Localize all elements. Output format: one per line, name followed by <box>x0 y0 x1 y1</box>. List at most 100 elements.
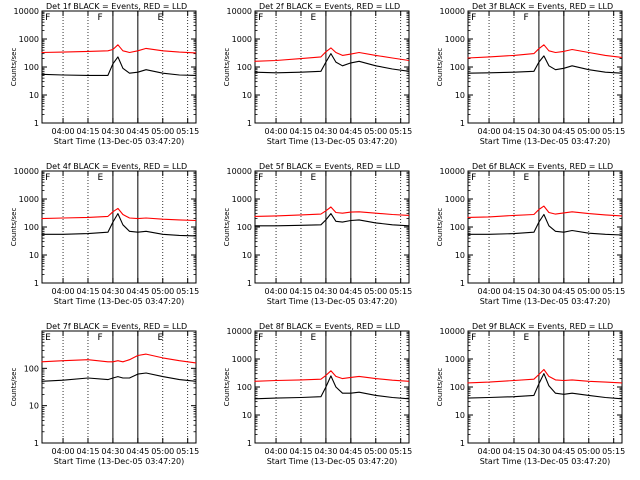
x-tick-label: 04:15 <box>502 287 525 296</box>
y-tick-label: 100 <box>450 223 465 232</box>
y-tick-label: 1 <box>460 279 465 288</box>
x-tick-label: 04:15 <box>289 447 312 456</box>
marker-label: E <box>158 13 164 23</box>
lld-series-line <box>467 44 623 59</box>
panel-title: Det 6f BLACK = Events, RED = LLD <box>472 162 613 171</box>
x-tick-label: 04:15 <box>76 127 99 136</box>
y-tick-label: 10000 <box>440 167 465 176</box>
y-tick-label: 10 <box>29 402 39 411</box>
lld-series-line <box>254 47 410 62</box>
events-series-line <box>467 213 623 236</box>
x-tick-label: 05:15 <box>602 287 625 296</box>
plot-frame <box>254 330 410 444</box>
plot-frame <box>254 10 410 124</box>
x-tick-label: 05:15 <box>602 127 625 136</box>
y-tick-label: 1 <box>247 279 252 288</box>
y-tick-label: 10 <box>242 91 252 100</box>
chart-panel-7: Det 7f BLACK = Events, RED = LLD E F E 1 10 10… <box>10 322 199 466</box>
marker-label: E <box>523 333 529 343</box>
x-tick-label: 05:15 <box>389 447 412 456</box>
events-series-line <box>467 55 623 74</box>
y-tick-label: 1 <box>34 279 39 288</box>
x-tick-label: 04:45 <box>339 447 362 456</box>
y-tick-label: 10 <box>455 411 465 420</box>
y-tick-label: 1000 <box>232 195 252 204</box>
marker-label: F <box>523 13 528 23</box>
x-tick-label: 04:00 <box>265 287 288 296</box>
y-axis-label: Counts/sec <box>223 368 231 407</box>
x-axis-label: Start Time (13-Dec-05 03:47:20) <box>267 137 398 146</box>
x-tick-label: 04:30 <box>101 447 124 456</box>
x-tick-label: 04:30 <box>527 287 550 296</box>
x-tick-label: 05:15 <box>389 287 412 296</box>
y-tick-label: 1000 <box>19 195 39 204</box>
chart-panel-6: Det 6f BLACK = Events, RED = LLD F E 1 10 100… <box>436 162 625 306</box>
x-tick-label: 04:30 <box>314 127 337 136</box>
x-tick-label: 05:00 <box>364 287 387 296</box>
chart-panel-5: Det 5f BLACK = Events, RED = LLD F E 1 10 100… <box>223 162 412 306</box>
x-tick-label: 04:15 <box>76 447 99 456</box>
x-tick-label: 05:00 <box>151 447 174 456</box>
marker-label: E <box>310 173 316 183</box>
x-axis-label: Start Time (13-Dec-05 03:47:20) <box>267 457 398 466</box>
x-tick-label: 04:45 <box>126 127 149 136</box>
events-series-line <box>254 213 410 227</box>
plot-frame <box>41 330 197 444</box>
x-tick-label: 05:15 <box>389 127 412 136</box>
panel-title: Det 4f BLACK = Events, RED = LLD <box>46 162 187 171</box>
y-tick-label: 10 <box>29 91 39 100</box>
y-tick-label: 1 <box>34 439 39 448</box>
x-tick-label: 04:45 <box>339 127 362 136</box>
chart-panel-3: Det 3f BLACK = Events, RED = LLD F F 1 10 100… <box>436 2 625 146</box>
y-axis-label: Counts/sec <box>223 208 231 247</box>
x-tick-label: 04:00 <box>52 287 75 296</box>
x-tick-label: 04:45 <box>126 447 149 456</box>
marker-label: F <box>258 13 263 23</box>
y-tick-label: 1 <box>34 119 39 128</box>
x-tick-label: 04:30 <box>101 287 124 296</box>
x-tick-label: 04:15 <box>502 447 525 456</box>
events-series-line <box>254 375 410 400</box>
y-tick-label: 100 <box>24 364 39 373</box>
marker-label: F <box>45 173 50 183</box>
marker-label: F <box>471 333 476 343</box>
x-axis-label: Start Time (13-Dec-05 03:47:20) <box>54 297 185 306</box>
x-tick-label: 04:00 <box>265 127 288 136</box>
marker-label: F <box>97 13 102 23</box>
events-series-line <box>467 373 623 400</box>
y-tick-label: 10000 <box>440 7 465 16</box>
panel-title: Det 5f BLACK = Events, RED = LLD <box>259 162 400 171</box>
x-tick-label: 04:45 <box>126 287 149 296</box>
panel-title: Det 9f BLACK = Events, RED = LLD <box>472 322 613 331</box>
marker-label: F <box>471 173 476 183</box>
x-tick-label: 05:00 <box>364 127 387 136</box>
marker-label: F <box>471 13 476 23</box>
chart-panel-1: Det 1f BLACK = Events, RED = LLD F F E 1 10 10… <box>10 2 199 146</box>
events-series-line <box>41 372 197 382</box>
x-tick-label: 04:45 <box>552 287 575 296</box>
lld-series-line <box>467 205 623 218</box>
y-tick-label: 10 <box>242 411 252 420</box>
x-tick-label: 04:45 <box>552 127 575 136</box>
events-series-line <box>41 56 197 76</box>
plot-frame <box>41 10 197 124</box>
y-tick-label: 1 <box>460 439 465 448</box>
y-tick-label: 1000 <box>445 355 465 364</box>
x-tick-label: 04:00 <box>52 127 75 136</box>
marker-label: E <box>97 173 103 183</box>
marker-label: E <box>523 173 529 183</box>
y-tick-label: 10000 <box>14 167 39 176</box>
plot-frame <box>467 170 623 284</box>
y-tick-label: 100 <box>237 383 252 392</box>
x-tick-label: 05:00 <box>151 127 174 136</box>
y-tick-label: 1000 <box>445 195 465 204</box>
y-tick-label: 100 <box>237 63 252 72</box>
y-tick-label: 1000 <box>232 355 252 364</box>
x-tick-label: 05:15 <box>176 447 199 456</box>
y-axis-label: Counts/sec <box>10 368 18 407</box>
x-tick-label: 05:00 <box>577 287 600 296</box>
marker-label: F <box>45 13 50 23</box>
y-tick-label: 100 <box>450 63 465 72</box>
marker-label: F <box>258 173 263 183</box>
